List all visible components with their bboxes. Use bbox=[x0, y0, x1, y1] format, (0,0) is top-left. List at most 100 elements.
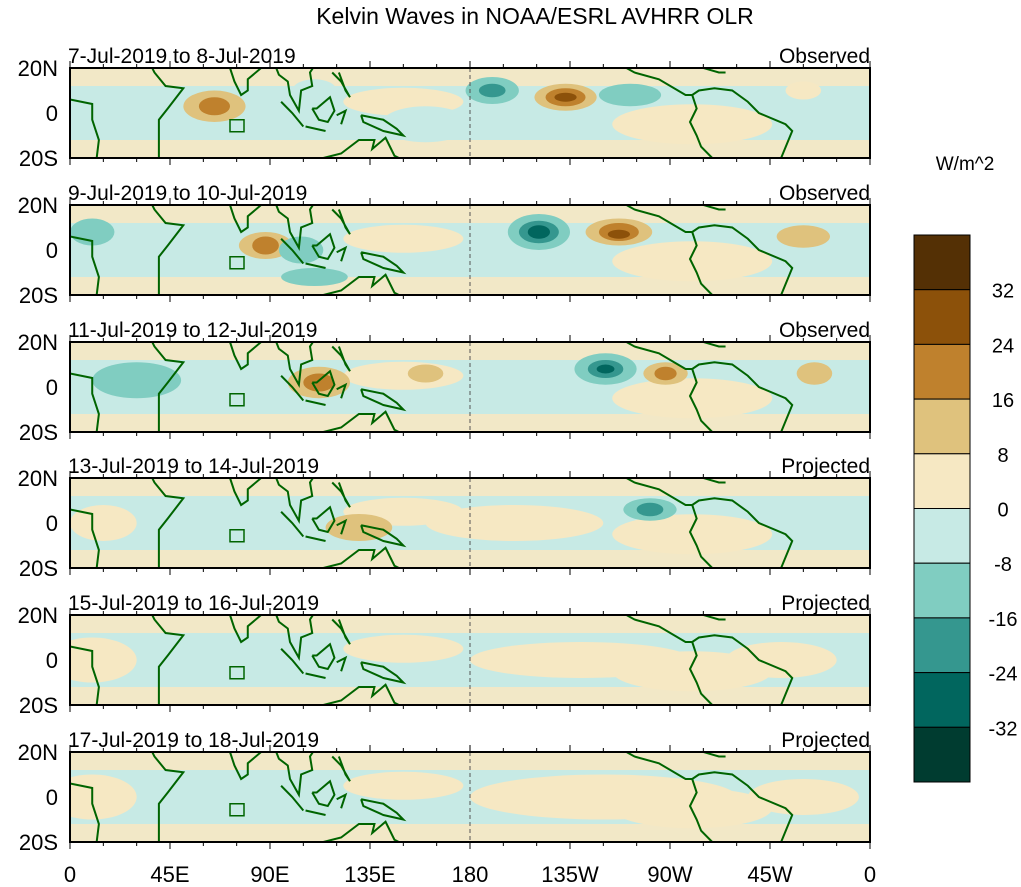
y-tick-label: 20N bbox=[18, 330, 58, 355]
x-tick-label: 45E bbox=[150, 862, 189, 887]
colorbar-swatch bbox=[913, 562, 971, 619]
colorbar-label: 0 bbox=[997, 500, 1008, 522]
y-tick-label: 0 bbox=[46, 101, 58, 126]
coastline bbox=[228, 205, 264, 234]
panel-type: Observed bbox=[779, 182, 870, 205]
anomaly-contour bbox=[70, 637, 137, 683]
coastline bbox=[336, 655, 348, 672]
coastline bbox=[336, 792, 348, 809]
coastline bbox=[311, 779, 336, 808]
y-tick-label: 20S bbox=[19, 146, 58, 171]
coastline bbox=[688, 94, 713, 158]
coastline bbox=[275, 68, 315, 114]
anomaly-contour bbox=[607, 229, 630, 239]
coastline bbox=[331, 618, 351, 645]
map-panel-6: 17-Jul-2019 to 18-Jul-2019 Projected 20N 0 2… bbox=[18, 729, 871, 855]
coastline bbox=[360, 798, 407, 822]
coastline bbox=[70, 782, 100, 842]
coastline bbox=[688, 504, 713, 568]
x-tick-label: 90E bbox=[250, 862, 289, 887]
x-tick-label: 45W bbox=[747, 862, 792, 887]
anomaly-contour bbox=[292, 79, 337, 102]
coastline bbox=[305, 399, 326, 406]
coastline bbox=[658, 342, 726, 348]
anomaly-contour bbox=[198, 97, 230, 116]
colorbar-swatch bbox=[913, 453, 971, 509]
y-tick-label: 0 bbox=[46, 238, 58, 263]
coastline bbox=[360, 661, 407, 685]
anomaly-contour bbox=[596, 364, 615, 374]
anomaly-contour bbox=[252, 236, 279, 255]
coastline bbox=[311, 369, 336, 398]
coastline bbox=[323, 410, 400, 432]
region-box bbox=[229, 393, 245, 407]
y-tick-label: 20S bbox=[19, 420, 58, 445]
panel-dates: 13-Jul-2019 to 14-Jul-2019 bbox=[68, 455, 319, 478]
anomaly-contour bbox=[725, 642, 837, 678]
coastline bbox=[275, 478, 315, 524]
x-tick-label: 180 bbox=[452, 862, 489, 887]
coastline bbox=[658, 68, 726, 74]
coastline bbox=[280, 101, 305, 128]
coastline bbox=[305, 672, 326, 679]
region-box bbox=[229, 119, 245, 133]
coastline bbox=[688, 368, 713, 432]
colorbar-swatch bbox=[913, 726, 971, 783]
region-box bbox=[229, 529, 245, 543]
anomaly-band bbox=[343, 634, 464, 663]
panel-dates: 15-Jul-2019 to 16-Jul-2019 bbox=[68, 592, 319, 615]
anomaly-contour bbox=[70, 774, 137, 820]
coastline bbox=[688, 231, 713, 295]
coastline bbox=[624, 615, 794, 705]
region-box bbox=[229, 666, 245, 680]
coastline bbox=[275, 342, 315, 388]
map-panel-4: 13-Jul-2019 to 14-Jul-2019 Projected 20N 0 2… bbox=[18, 455, 871, 581]
coastline bbox=[228, 752, 264, 781]
colorbar-swatch bbox=[913, 508, 971, 564]
coastline bbox=[275, 205, 315, 251]
coastline bbox=[624, 205, 794, 295]
x-tick-label: 0 bbox=[64, 862, 76, 887]
coastline bbox=[336, 108, 348, 125]
coastline bbox=[336, 518, 348, 535]
coastline bbox=[280, 648, 305, 675]
coastline bbox=[280, 511, 305, 538]
y-tick-label: 20S bbox=[19, 556, 58, 581]
y-tick-label: 0 bbox=[46, 785, 58, 810]
panel-dates: 9-Jul-2019 to 10-Jul-2019 bbox=[68, 182, 307, 205]
anomaly-contour bbox=[381, 106, 470, 143]
colorbar-label: -8 bbox=[994, 554, 1012, 576]
coastline bbox=[624, 478, 794, 568]
anomaly-band bbox=[343, 361, 464, 390]
y-tick-label: 0 bbox=[46, 375, 58, 400]
colorbar-label: -24 bbox=[989, 664, 1018, 686]
coastline bbox=[280, 375, 305, 402]
panel-dates: 17-Jul-2019 to 18-Jul-2019 bbox=[68, 729, 319, 752]
anomaly-contour bbox=[92, 362, 182, 399]
coastline bbox=[228, 68, 264, 97]
coastline bbox=[305, 809, 326, 816]
coastline bbox=[305, 125, 326, 132]
colorbar-swatch bbox=[913, 234, 971, 291]
panel-dates: 7-Jul-2019 to 8-Jul-2019 bbox=[68, 45, 296, 68]
y-tick-label: 20N bbox=[18, 603, 58, 628]
coastline bbox=[323, 136, 400, 158]
coastline bbox=[70, 508, 100, 568]
coastline bbox=[624, 752, 794, 842]
anomaly-contour bbox=[527, 225, 550, 239]
y-tick-label: 20N bbox=[18, 56, 58, 81]
panel-type: Projected bbox=[781, 592, 870, 615]
region-box bbox=[229, 256, 245, 270]
coastline bbox=[323, 683, 400, 705]
coastline bbox=[323, 273, 400, 295]
coastline bbox=[275, 615, 315, 661]
anomaly-contour bbox=[470, 774, 737, 820]
anomaly-contour bbox=[636, 502, 664, 517]
colorbar-label: 16 bbox=[992, 390, 1014, 412]
anomaly-contour bbox=[598, 83, 662, 107]
coastline bbox=[688, 778, 713, 842]
coastline bbox=[331, 345, 351, 372]
coastline bbox=[624, 342, 794, 432]
coastline bbox=[70, 372, 100, 432]
